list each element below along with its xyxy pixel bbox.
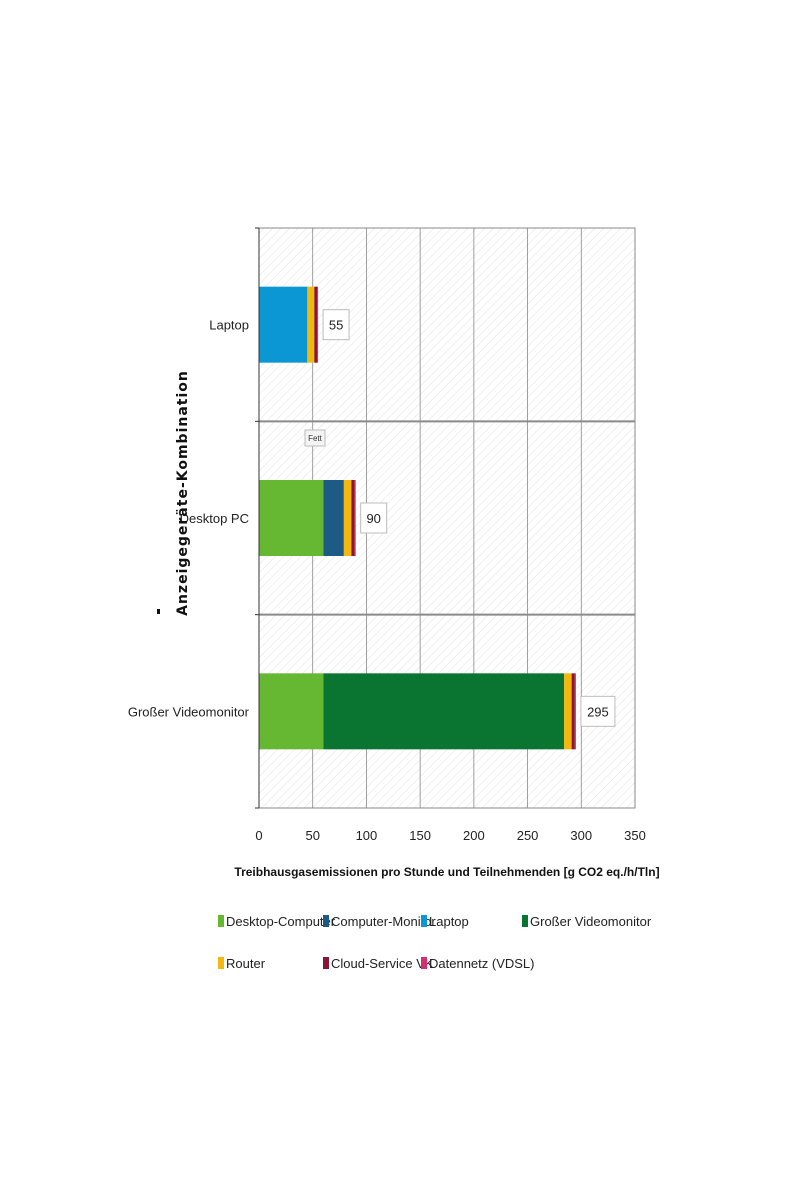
- legend-label: Cloud-Service VK: [331, 956, 434, 971]
- annotation: Fett: [304, 429, 326, 447]
- legend-label: Laptop: [429, 914, 469, 929]
- bar-segment-router: [307, 286, 315, 363]
- bar-segment-gro-er-videomonitor: [323, 673, 565, 750]
- x-tick-label: 50: [305, 828, 319, 843]
- bar-segment-datennetz-vdsl-: [317, 286, 319, 363]
- total-label-box: [580, 695, 616, 727]
- x-tick-label: 0: [255, 828, 262, 843]
- bar-segment-desktop-computer: [259, 673, 324, 750]
- bar-segment-router: [564, 673, 572, 750]
- bar-segment-router: [343, 480, 352, 556]
- legend-swatch: [218, 957, 224, 969]
- category-label: Großer Videomonitor: [128, 704, 250, 719]
- legend-swatch: [218, 915, 224, 927]
- category-label: Desktop PC: [180, 511, 249, 526]
- bar-segment-cloud-service-vk: [571, 673, 575, 750]
- data-labels: 55 90 295: [322, 309, 616, 727]
- x-tick-label: 150: [409, 828, 431, 843]
- bar-segment-cloud-service-vk: [314, 286, 318, 363]
- bar-segment-laptop: [259, 286, 308, 363]
- legend-label: Datennetz (VDSL): [429, 956, 535, 971]
- bar-segment-datennetz-vdsl-: [354, 480, 356, 556]
- bars: [259, 286, 576, 750]
- legend-swatch: [522, 915, 528, 927]
- stray-mark: [157, 609, 160, 614]
- legend-label: Router: [226, 956, 266, 971]
- y-axis-title: Anzeigegeräte-Kombination: [175, 370, 191, 616]
- legend-swatch: [421, 915, 427, 927]
- bar-segment-cloud-service-vk: [351, 480, 355, 556]
- legend-swatch: [421, 957, 427, 969]
- bar-segment-datennetz-vdsl-: [574, 673, 576, 750]
- total-label-box: [322, 309, 350, 341]
- legend-swatch: [323, 957, 329, 969]
- total-label: 90: [366, 511, 380, 526]
- bar-segment-desktop-computer: [259, 480, 324, 556]
- x-tick-label: 350: [624, 828, 646, 843]
- legend-swatch: [323, 915, 329, 927]
- x-tick-label: 250: [517, 828, 539, 843]
- legend-label: Desktop-Computer: [226, 914, 336, 929]
- legend-label: Computer-Monitor: [331, 914, 436, 929]
- total-label: 55: [329, 318, 343, 333]
- x-axis-title: Treibhausgasemissionen pro Stunde und Te…: [234, 865, 659, 879]
- annotation-text: Fett: [308, 434, 323, 443]
- x-tick-label: 200: [463, 828, 485, 843]
- total-label-box: [360, 502, 388, 534]
- x-tick-label: 300: [570, 828, 592, 843]
- category-label: Laptop: [209, 318, 249, 333]
- axes: 0 50 100 150 200 250 300 350 Laptop Desktop PC Gro…: [128, 227, 646, 843]
- x-tick-label: 100: [356, 828, 378, 843]
- bar-segment-computer-monitor: [323, 480, 344, 556]
- total-label: 295: [587, 704, 609, 719]
- legend-label: Großer Videomonitor: [530, 914, 652, 929]
